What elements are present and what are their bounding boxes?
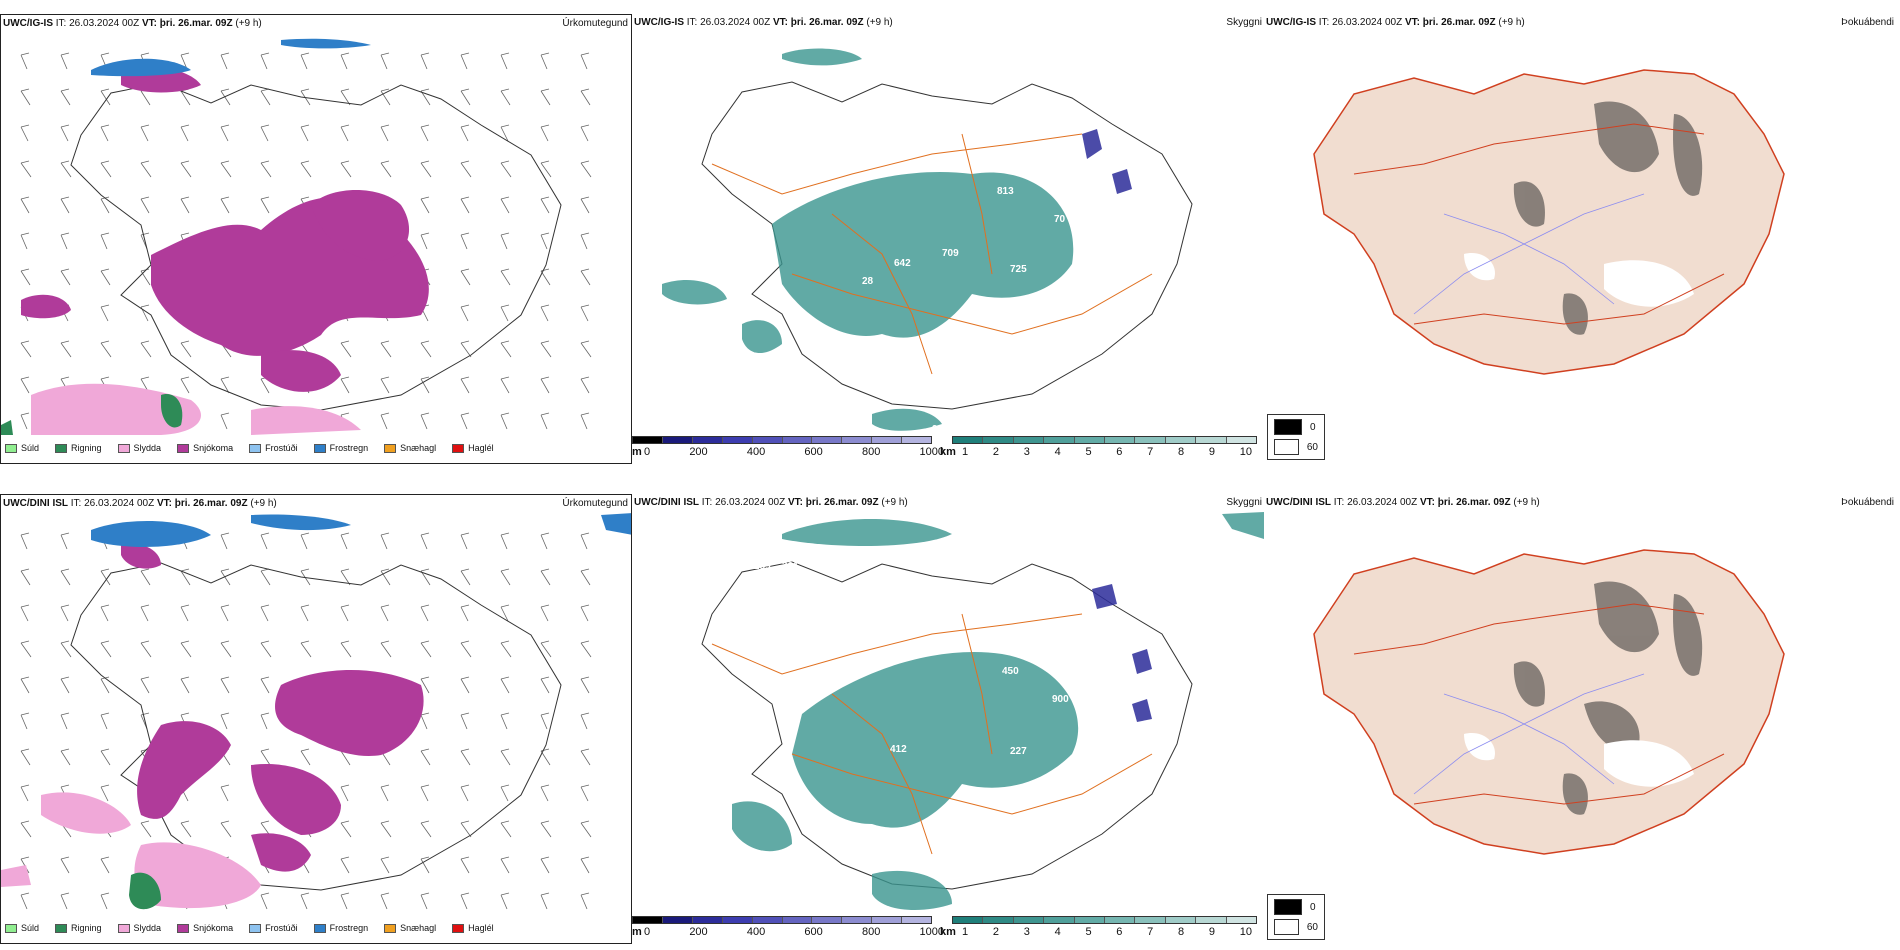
fog-panel-bottom: UWC/DINI ISL IT: 26.03.2024 00Z VT: þri.… xyxy=(1264,494,1900,944)
visibility-km-colorbar xyxy=(952,436,1257,444)
svg-text:15: 15 xyxy=(782,854,794,865)
precip-type-legend: Súld Rigning Slydda Snjókoma Frostúði Fr… xyxy=(5,443,627,453)
panel-header: UWC/IG-IS IT: 26.03.2024 00Z VT: þri. 26… xyxy=(1266,17,1525,28)
precip-type-legend: Súld Rigning Slydda Snjókoma Frostúði Fr… xyxy=(5,923,627,933)
panel-type-label: Úrkomutegund xyxy=(562,498,628,509)
visibility-panel-top: UWC/IG-IS IT: 26.03.2024 00Z VT: þri. 26… xyxy=(632,14,1264,464)
svg-text:731: 731 xyxy=(802,346,819,357)
precip-type-map xyxy=(1,38,592,435)
svg-text:935: 935 xyxy=(932,424,949,434)
svg-text:227: 227 xyxy=(1010,746,1027,757)
svg-text:450: 450 xyxy=(1002,666,1019,677)
visibility-m-unit: m xyxy=(632,446,642,458)
visibility-km-unit: km xyxy=(940,926,956,938)
visibility-panel-bottom: UWC/DINI ISL IT: 26.03.2024 00Z VT: þri.… xyxy=(632,494,1264,944)
fog-legend: 0 60 xyxy=(1267,894,1325,940)
visibility-map: 723 813 70 709 642 725 28 731 258 372 93… xyxy=(662,48,1193,434)
precip-type-panel-top: UWC/IG-IS IT: 26.03.2024 00Z VT: þri. 26… xyxy=(0,14,632,464)
svg-text:725: 725 xyxy=(1010,264,1027,275)
panel-header: UWC/DINI ISL IT: 26.03.2024 00Z VT: þri.… xyxy=(1266,497,1540,508)
svg-text:412: 412 xyxy=(890,744,907,755)
svg-text:900: 900 xyxy=(1052,694,1069,705)
precip-type-panel-bottom: UWC/DINI ISL IT: 26.03.2024 00Z VT: þri.… xyxy=(0,494,632,944)
svg-text:361: 361 xyxy=(782,561,799,572)
visibility-m-ticks: 0 200 400 600 800 1000 xyxy=(644,446,944,458)
precip-type-map xyxy=(1,513,631,910)
svg-text:65: 65 xyxy=(1027,574,1039,585)
fog-index-map xyxy=(1313,549,1785,855)
visibility-km-ticks: 1 2 3 4 5 6 7 8 9 10 xyxy=(962,446,1252,458)
svg-text:171: 171 xyxy=(1137,676,1154,687)
panel-header: UWC/IG-IS IT: 26.03.2024 00Z VT: þri. 26… xyxy=(3,18,262,29)
visibility-m-unit: m xyxy=(632,926,642,938)
svg-text:70: 70 xyxy=(1054,214,1066,225)
visibility-km-unit: km xyxy=(940,446,956,458)
svg-text:723: 723 xyxy=(777,61,794,72)
visibility-m-ticks: 0 200 400 600 800 1000 xyxy=(644,926,944,938)
svg-text:488: 488 xyxy=(937,856,954,867)
visibility-km-colorbar xyxy=(952,916,1257,924)
svg-text:326: 326 xyxy=(937,831,954,842)
fog-legend: 0 60 xyxy=(1267,414,1325,460)
svg-text:642: 642 xyxy=(894,258,911,269)
panel-type-label: Þokuábendi xyxy=(1841,17,1894,28)
visibility-m-colorbar xyxy=(632,916,932,924)
panel-type-label: Skyggni xyxy=(1226,17,1262,28)
visibility-map: 289 361 65 45 450 900 171 412 227 326 48… xyxy=(701,512,1264,910)
visibility-km-ticks: 1 2 3 4 5 6 7 8 9 10 xyxy=(962,926,1252,938)
svg-text:372: 372 xyxy=(937,378,954,389)
panel-header: UWC/IG-IS IT: 26.03.2024 00Z VT: þri. 26… xyxy=(634,17,893,28)
svg-text:96: 96 xyxy=(782,362,794,373)
svg-text:28: 28 xyxy=(862,276,874,287)
panel-type-label: Þokuábendi xyxy=(1841,497,1894,508)
panel-header: UWC/DINI ISL IT: 26.03.2024 00Z VT: þri.… xyxy=(634,497,908,508)
svg-text:45: 45 xyxy=(1004,631,1016,642)
panel-header: UWC/DINI ISL IT: 26.03.2024 00Z VT: þri.… xyxy=(3,498,277,509)
svg-text:709: 709 xyxy=(942,248,959,259)
svg-text:813: 813 xyxy=(997,186,1014,197)
svg-text:289: 289 xyxy=(754,561,771,572)
panel-type-label: Skyggni xyxy=(1226,497,1262,508)
visibility-m-colorbar xyxy=(632,436,932,444)
svg-text:46: 46 xyxy=(812,404,824,415)
fog-panel-top: UWC/IG-IS IT: 26.03.2024 00Z VT: þri. 26… xyxy=(1264,14,1900,464)
svg-text:258: 258 xyxy=(937,351,954,362)
svg-text:417: 417 xyxy=(937,870,954,881)
panel-type-label: Úrkomutegund xyxy=(562,18,628,29)
fog-index-map xyxy=(1313,69,1785,375)
